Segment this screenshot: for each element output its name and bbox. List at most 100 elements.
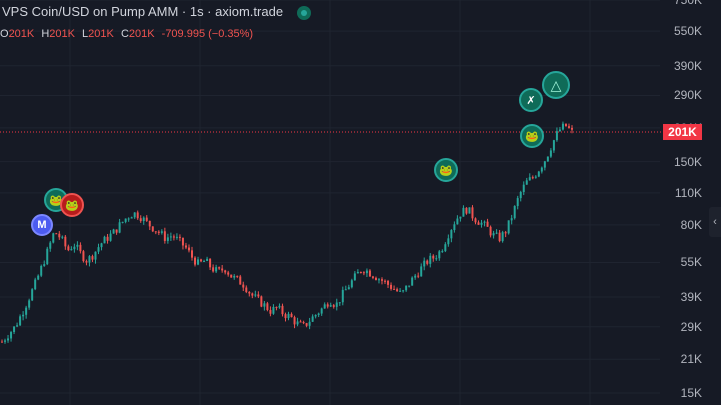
candle-body (329, 305, 332, 307)
candle-body (260, 296, 263, 307)
candle-body (302, 322, 305, 324)
ohlc-open-value: 201K (8, 28, 35, 40)
candle-body (317, 313, 320, 315)
ohlc-low-key: L (82, 28, 89, 40)
candle-body (46, 248, 49, 265)
candle-body (157, 231, 160, 233)
candle-body (221, 268, 224, 271)
candle-body (49, 242, 52, 249)
candle-body (561, 123, 564, 130)
candle-body (338, 302, 341, 304)
candle-body (52, 233, 55, 243)
candle-body (450, 230, 453, 239)
candle-body (549, 150, 552, 157)
candle-body (197, 259, 200, 265)
candle-body (459, 216, 462, 219)
y-tick-label: 390K (673, 58, 702, 73)
candle-body (94, 251, 97, 260)
candle-body (513, 206, 516, 219)
candle-body (230, 274, 233, 278)
candle-body (67, 246, 70, 251)
candle-body (341, 289, 344, 303)
candle-body (1, 341, 3, 343)
candle-body (112, 229, 115, 234)
candle-body (423, 260, 426, 267)
candle-body (34, 279, 37, 290)
candle-body (73, 246, 76, 250)
candle-body (393, 288, 396, 290)
candle-body (486, 221, 489, 227)
y-tick-label: 150K (673, 154, 702, 169)
candle-body (278, 305, 281, 308)
candle-body (480, 222, 483, 225)
candle-body (118, 222, 121, 233)
candle-body (251, 293, 254, 296)
candle-body (414, 275, 417, 278)
candle-body (16, 325, 19, 327)
candle-body (181, 237, 184, 246)
candle-body (374, 277, 377, 281)
candle-body (411, 277, 414, 286)
pepe-face-icon[interactable]: 🐸 (520, 124, 544, 148)
candle-body (471, 207, 474, 219)
candle-body (266, 303, 269, 311)
y-tick-label: 55K (680, 255, 702, 270)
candle-body (115, 229, 118, 233)
candle-body (109, 233, 112, 241)
candle-body (91, 256, 94, 260)
ohlc-legend: O201K H201K L201K C201K -709.995 (−0.35%… (0, 28, 257, 40)
ohlc-high-key: H (41, 28, 50, 40)
candle-body (537, 171, 540, 177)
candle-body (19, 316, 22, 326)
candle-body (4, 340, 7, 342)
candle-body (314, 314, 317, 317)
candle-body (558, 129, 561, 132)
y-tick-label: 550K (673, 24, 702, 39)
candle-body (571, 127, 573, 130)
candle-body (187, 247, 190, 251)
candle-body (25, 307, 28, 315)
candle-body (501, 232, 504, 242)
ohlc-change-value: -709.995 (−0.35%) (161, 28, 254, 40)
chart-title-text: VPS Coin/USD on Pump AMM · 1s · axiom.tr… (2, 4, 284, 19)
candle-body (432, 255, 435, 259)
candle-body (290, 313, 293, 318)
m-letter-icon[interactable]: M (31, 214, 53, 236)
candle-body (31, 289, 34, 301)
candle-body (447, 238, 450, 245)
candle-body (323, 304, 326, 309)
candle-body (495, 232, 498, 234)
candle-body (55, 233, 58, 235)
candle-body (145, 217, 148, 221)
candle-body (269, 310, 272, 314)
pepe-face-icon[interactable]: 🐸 (434, 158, 458, 182)
collapse-panel-button[interactable]: ‹ (709, 207, 721, 237)
candle-body (7, 338, 10, 341)
candle-body (218, 267, 221, 269)
candle-body (555, 131, 558, 141)
candle-body (465, 207, 468, 214)
y-tick-label: 80K (680, 217, 702, 232)
candle-body (97, 247, 100, 252)
y-tick-label: 290K (673, 88, 702, 103)
pepe-face-icon[interactable]: 🐸 (60, 193, 84, 217)
candle-body (371, 276, 374, 278)
candle-body (263, 303, 266, 307)
ohlc-open-key: O (0, 28, 9, 40)
candle-body (540, 167, 543, 172)
candle-body (142, 217, 145, 222)
person-icon[interactable]: ✗ (519, 88, 543, 112)
candle-body (453, 224, 456, 231)
candle-body (381, 279, 383, 281)
candle-body (124, 218, 127, 222)
triangle-icon[interactable]: △ (542, 71, 570, 99)
candle-body (462, 207, 465, 217)
candle-body (136, 212, 139, 219)
candle-body (441, 251, 444, 253)
y-tick-label: 15K (680, 386, 702, 400)
candle-body (206, 258, 209, 261)
candle-body (519, 191, 522, 199)
candle-body (438, 251, 441, 259)
candle-body (61, 236, 64, 238)
